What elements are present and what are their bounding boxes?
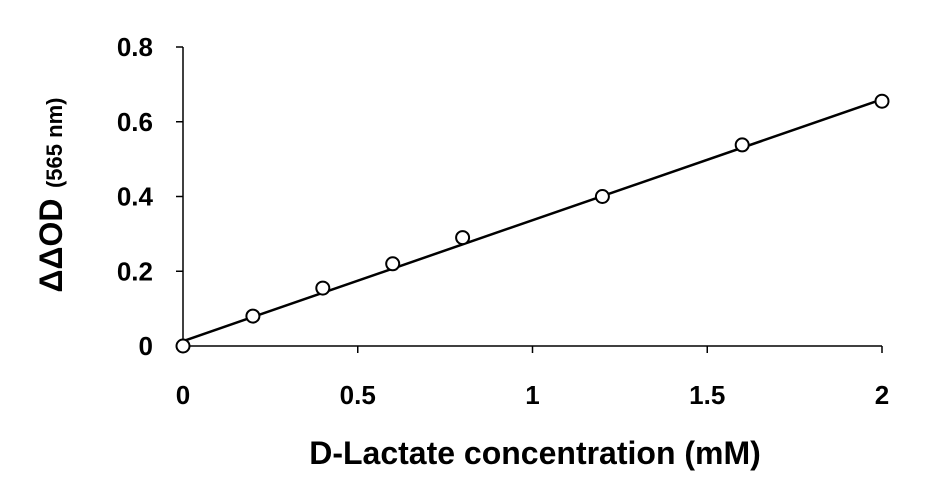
tick-labels: 0 0.2 0.4 0.6 0.8 0 0.5 1 1.5 2 bbox=[117, 32, 889, 410]
x-tick-label: 0.5 bbox=[340, 380, 376, 410]
trendline-group bbox=[182, 98, 883, 343]
axes bbox=[176, 46, 883, 353]
y-axis-title-sub: (565 nm) bbox=[42, 98, 67, 188]
data-point bbox=[385, 256, 401, 272]
y-tick-label: 0.2 bbox=[117, 256, 153, 286]
x-tick-label: 1.5 bbox=[689, 380, 725, 410]
data-point bbox=[874, 93, 890, 109]
data-point bbox=[455, 230, 471, 246]
data-point bbox=[245, 308, 261, 324]
x-tick-label: 0 bbox=[176, 380, 190, 410]
y-tick-label: 0.6 bbox=[117, 107, 153, 137]
x-tick-label: 2 bbox=[875, 380, 889, 410]
y-tick-label: 0.8 bbox=[117, 32, 153, 62]
x-axis-title: D-Lactate concentration (mM) bbox=[309, 435, 761, 471]
y-axis-title-main: ΔΔOD bbox=[33, 198, 69, 292]
data-point bbox=[315, 280, 331, 296]
y-tick-label: 0 bbox=[139, 331, 153, 361]
y-axis-title: ΔΔOD (565 nm) bbox=[33, 98, 69, 293]
data-point bbox=[734, 137, 750, 153]
data-point bbox=[175, 338, 191, 354]
data-points bbox=[175, 93, 890, 354]
trendline bbox=[182, 98, 883, 343]
y-tick-label: 0.4 bbox=[117, 182, 154, 212]
data-point bbox=[594, 189, 610, 204]
x-tick-label: 1 bbox=[525, 380, 539, 410]
